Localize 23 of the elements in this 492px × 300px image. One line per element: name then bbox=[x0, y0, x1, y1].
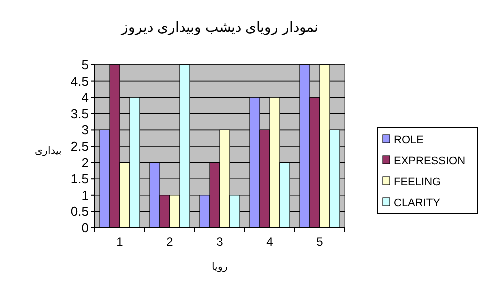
x-axis-title: رویا bbox=[212, 262, 228, 273]
x-tick-label: 4 bbox=[266, 235, 274, 249]
x-tick-label: 1 bbox=[116, 235, 124, 249]
legend-label: EXPRESSION bbox=[394, 156, 466, 168]
x-tick-label: 3 bbox=[216, 235, 224, 249]
legend-label: ROLE bbox=[394, 134, 424, 146]
y-tick-label: 1 bbox=[82, 188, 89, 203]
legend-label: CLARITY bbox=[394, 198, 442, 210]
y-tick-label: 0.5 bbox=[70, 204, 89, 220]
y-tick-label: 4 bbox=[82, 90, 89, 106]
chart-title: نمودار رویای دیشب وبیداری دیروز bbox=[120, 19, 318, 36]
y-tick-label: 4.5 bbox=[70, 74, 89, 89]
y-axis-title: بیداری bbox=[35, 146, 62, 157]
y-tick-label: 2.5 bbox=[70, 139, 89, 154]
y-tick-label: 2 bbox=[82, 155, 89, 170]
y-tick-label: 0 bbox=[82, 220, 89, 236]
legend-label: FEELING bbox=[394, 176, 442, 188]
y-tick-label: 3.5 bbox=[70, 106, 89, 122]
y-tick-label: 5 bbox=[82, 58, 89, 72]
y-tick-label: 3 bbox=[82, 122, 89, 138]
x-tick-label: 5 bbox=[316, 235, 324, 249]
x-tick-label: 2 bbox=[166, 235, 174, 249]
y-tick-label: 1.5 bbox=[70, 172, 89, 187]
